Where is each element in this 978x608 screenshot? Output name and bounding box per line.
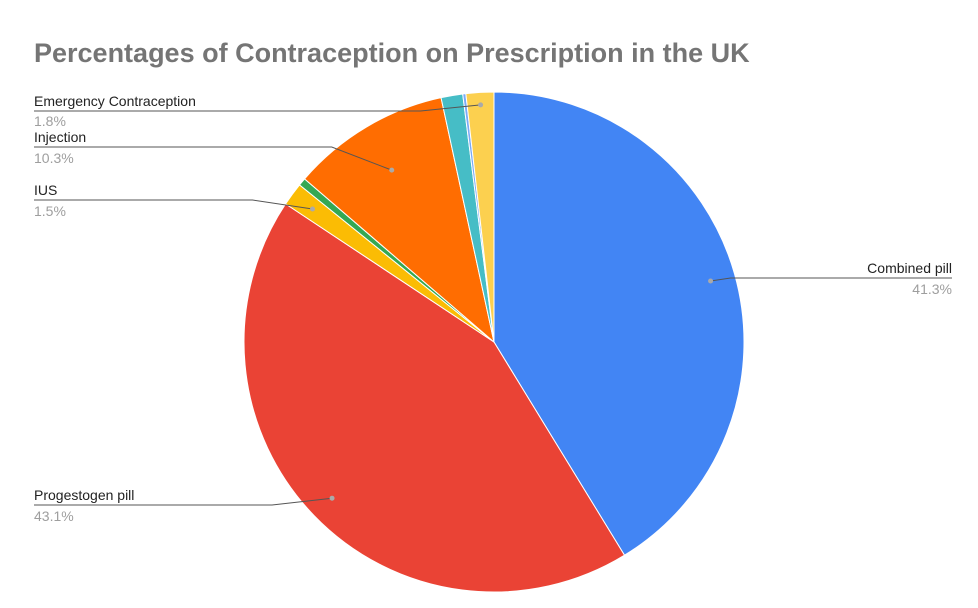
- slice-label-emergency-contraception: Emergency Contraception: [34, 93, 196, 109]
- slice-percent-progestogen-pill: 43.1%: [34, 508, 74, 524]
- pie-slices: [243, 91, 745, 593]
- leader-line-progestogen-pill: [34, 497, 333, 506]
- slice-percent-combined-pill: 41.3%: [912, 281, 952, 297]
- leader-line-ius: [34, 199, 313, 210]
- leader-dot-progestogen-pill: [329, 495, 335, 501]
- slice-emergency-contraception: [465, 91, 495, 343]
- slice-percent-injection: 10.3%: [34, 150, 74, 166]
- leader-line-emergency-contraception: [34, 104, 481, 112]
- leader-dot-emergency-contraception: [478, 102, 484, 108]
- slice-progestogen-pill: [243, 203, 626, 593]
- slice-label-combined-pill: Combined pill: [867, 260, 952, 276]
- leader-dot-combined-pill: [708, 278, 714, 284]
- chart-title: Percentages of Contraception on Prescrip…: [34, 38, 750, 68]
- slice-combined-pill: [493, 91, 745, 556]
- slice-label-ius: IUS: [34, 182, 57, 198]
- slice-injection: [303, 97, 495, 344]
- leader-dot-ius: [310, 206, 316, 212]
- leader-line-injection: [34, 146, 392, 171]
- leader-dot-injection: [389, 167, 395, 173]
- pie-labels: Combined pill 41.3% Progestogen pill 43.1% I…: [34, 93, 952, 524]
- slice-percent-ius: 1.5%: [34, 203, 66, 219]
- slice-percent-emergency-contraception: 1.8%: [34, 113, 66, 129]
- leader-line-combined-pill: [710, 277, 952, 282]
- slice-label-injection: Injection: [34, 129, 86, 145]
- slice-label-progestogen-pill: Progestogen pill: [34, 487, 134, 503]
